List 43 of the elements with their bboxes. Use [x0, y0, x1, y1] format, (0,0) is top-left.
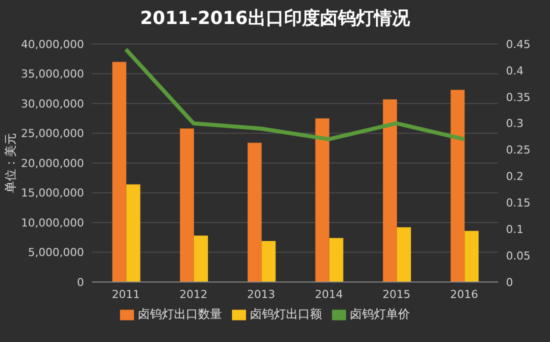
- bar: [464, 230, 479, 282]
- x-tick-label: 2013: [247, 288, 276, 301]
- y2-tick-label: 0.3: [506, 117, 524, 130]
- y2-tick-label: 0.45: [506, 38, 530, 51]
- legend-label: 卤钨灯单价: [350, 307, 410, 321]
- y-tick-label: 5,000,000: [28, 246, 84, 260]
- y-tick-label: 40,000,000: [21, 38, 84, 51]
- y-tick-label: 0: [77, 276, 84, 289]
- x-tick-label: 2012: [180, 288, 208, 301]
- x-tick-label: 2014: [314, 288, 343, 301]
- chart-title: 2011-2016出口印度卤钨灯情况: [139, 7, 411, 30]
- y2-tick-label: 0.35: [506, 90, 530, 104]
- y2-tick-label: 0.4: [506, 64, 524, 78]
- y-tick-label: 10,000,000: [21, 216, 84, 230]
- y-tick-label: 25,000,000: [21, 127, 84, 140]
- legend-label: 卤钨灯出口额: [250, 307, 322, 321]
- x-tick-label: 2016: [450, 288, 478, 301]
- y-tick-label: 35,000,000: [21, 68, 84, 81]
- y2-tick-label: 0.25: [506, 144, 530, 157]
- y2-tick-label: 0.05: [506, 249, 530, 262]
- y2-tick-label: 0: [506, 276, 513, 289]
- bar: [194, 236, 208, 282]
- y-tick-label: 15,000,000: [21, 186, 84, 200]
- line-series: [124, 47, 466, 142]
- bar: [126, 184, 140, 282]
- bar: [450, 90, 465, 282]
- bar: [180, 128, 194, 282]
- y-tick-label: 20,000,000: [21, 156, 84, 170]
- bar: [262, 240, 276, 282]
- bar: [315, 118, 330, 282]
- bar: [382, 99, 397, 282]
- x-tick-label: 2011: [112, 288, 140, 301]
- bar: [112, 62, 126, 282]
- bar: [396, 227, 411, 282]
- bar: [329, 238, 344, 282]
- bar: [248, 142, 262, 282]
- y-tick-label: 30,000,000: [21, 97, 84, 110]
- y2-tick-label: 0.1: [506, 223, 524, 236]
- y2-tick-label: 0.2: [506, 170, 524, 184]
- y2-tick-label: 0.15: [506, 196, 530, 210]
- x-tick-label: 2015: [382, 288, 410, 301]
- legend-label: 卤钨灯出口数量: [138, 307, 222, 321]
- y-axis-title: 单位：美元: [3, 133, 18, 193]
